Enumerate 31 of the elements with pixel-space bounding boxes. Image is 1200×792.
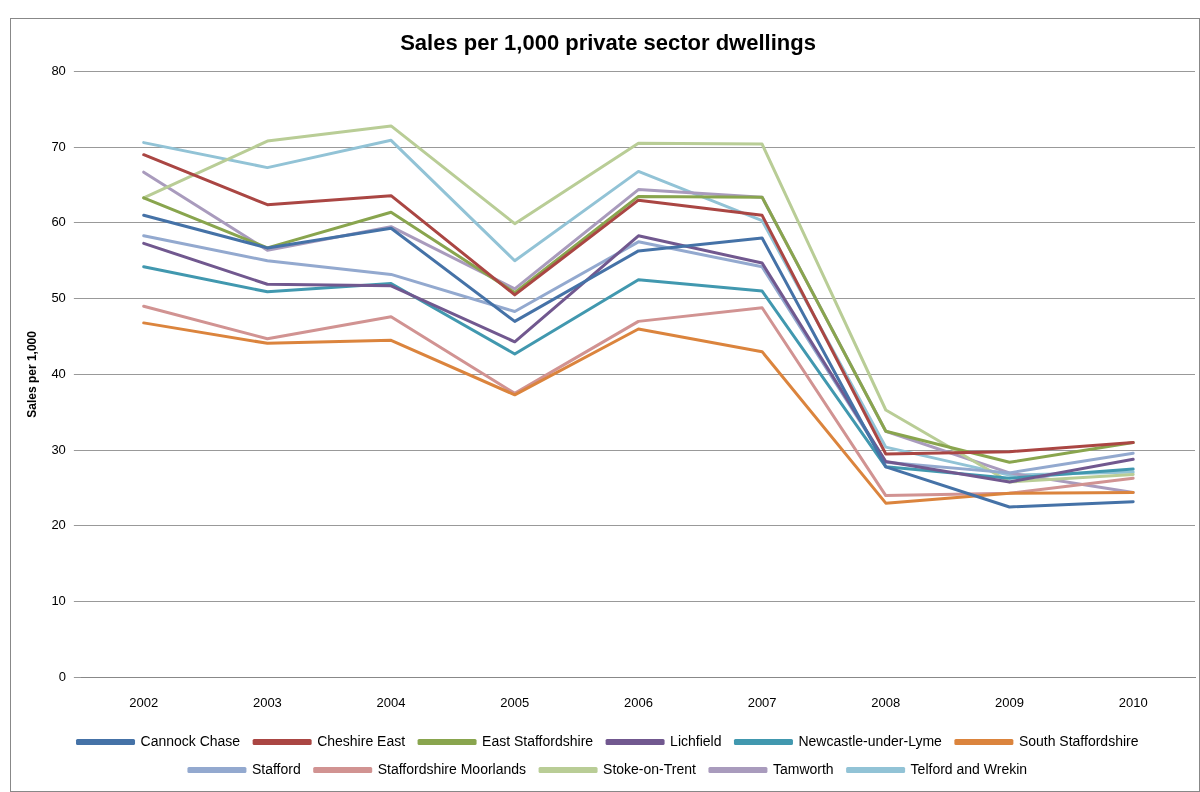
legend-label: Stafford xyxy=(251,760,301,777)
y-tick-label: 70 xyxy=(51,138,66,154)
x-tick-label: 2006 xyxy=(623,694,653,710)
y-tick-label: 80 xyxy=(51,62,66,78)
y-tick-label: 50 xyxy=(51,290,66,306)
x-tick-label: 2007 xyxy=(747,694,777,710)
x-tick-label: 2002 xyxy=(129,694,159,710)
x-tick-label: 2010 xyxy=(1118,694,1148,710)
x-tick-label: 2005 xyxy=(500,694,530,710)
x-tick-label: 2009 xyxy=(995,694,1024,710)
x-tick-label: 2004 xyxy=(376,694,406,710)
y-tick-label: 0 xyxy=(58,668,66,684)
legend-label: Staffordshire Moorlands xyxy=(377,760,527,777)
x-tick-label: 2008 xyxy=(871,694,901,710)
y-tick-label: 10 xyxy=(51,593,66,609)
y-tick-label: 40 xyxy=(51,365,66,381)
legend-label: Lichfield xyxy=(670,732,722,749)
y-tick-label: 20 xyxy=(51,517,66,533)
legend-label: Cannock Chase xyxy=(140,732,241,749)
legend-label: Telford and Wrekin xyxy=(910,760,1028,777)
y-axis-title: Sales per 1,000 xyxy=(24,330,39,418)
y-tick-label: 60 xyxy=(51,214,66,230)
legend-label: Newcastle-under-Lyme xyxy=(798,732,943,749)
chart-title: Sales per 1,000 private sector dwellings xyxy=(400,30,816,56)
x-tick-label: 2003 xyxy=(252,694,282,710)
legend-label: Cheshire East xyxy=(317,732,406,749)
y-tick-label: 30 xyxy=(51,441,66,457)
legend-label: South Staffordshire xyxy=(1018,732,1139,749)
legend-label: East Staffordshire xyxy=(482,732,594,749)
legend-label: Tamworth xyxy=(772,760,834,777)
legend-label: Stoke-on-Trent xyxy=(603,760,697,777)
